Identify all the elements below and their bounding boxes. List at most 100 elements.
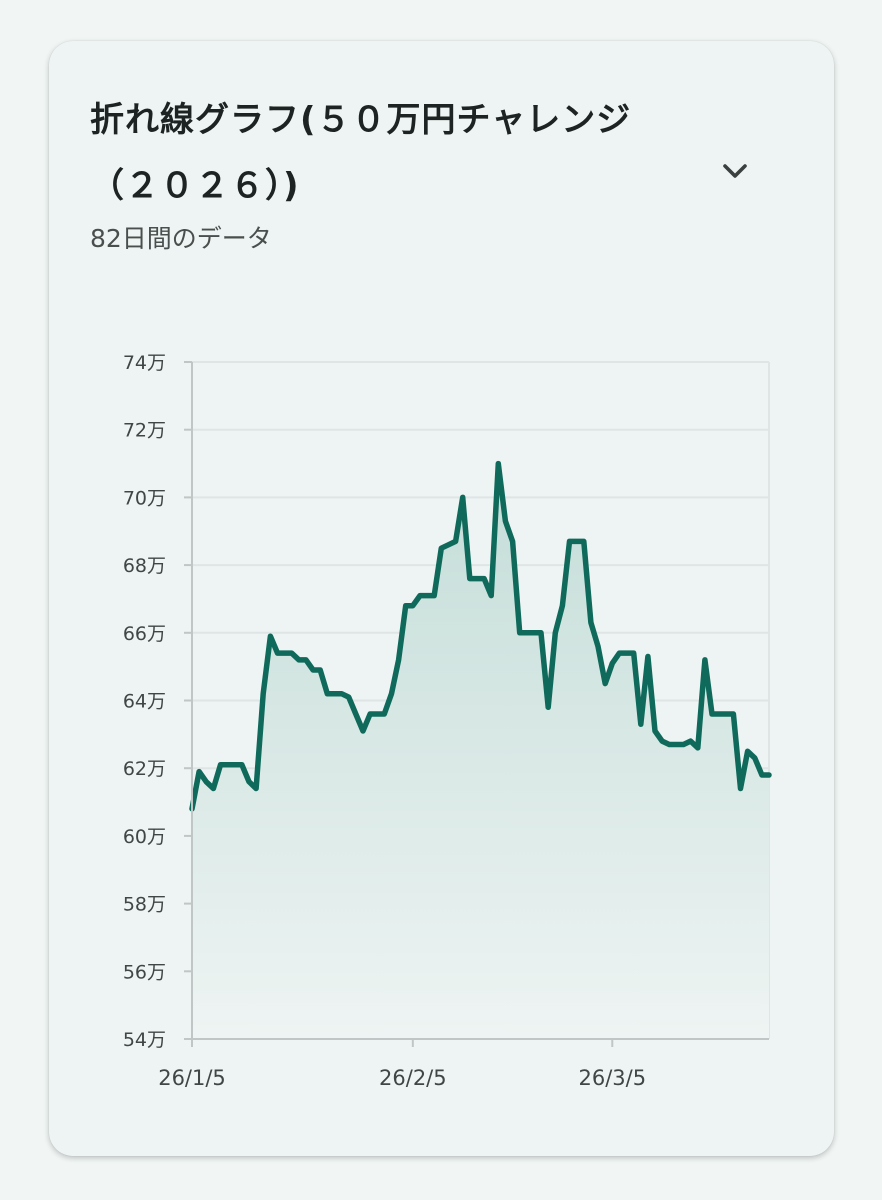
data-point xyxy=(759,773,764,778)
data-point xyxy=(467,576,472,581)
data-point xyxy=(574,539,579,544)
data-point xyxy=(638,722,643,727)
data-point xyxy=(510,539,515,544)
data-point xyxy=(275,651,280,656)
data-point xyxy=(211,786,216,791)
y-tick-label: 68万 xyxy=(123,555,166,577)
data-point xyxy=(218,762,223,767)
data-point xyxy=(410,603,415,608)
data-point xyxy=(396,657,401,662)
data-point xyxy=(645,654,650,659)
data-point xyxy=(368,712,373,717)
data-point xyxy=(382,712,387,717)
data-point xyxy=(247,779,252,784)
data-point xyxy=(617,651,622,656)
y-tick-label: 66万 xyxy=(123,623,166,645)
data-point xyxy=(738,786,743,791)
data-point xyxy=(375,712,380,717)
data-point xyxy=(346,695,351,700)
data-point xyxy=(460,495,465,500)
data-point xyxy=(710,712,715,717)
data-point xyxy=(254,786,259,791)
data-point xyxy=(261,691,266,696)
y-tick-label: 62万 xyxy=(123,758,166,780)
data-point xyxy=(318,668,323,673)
data-point xyxy=(197,769,202,774)
data-point xyxy=(610,661,615,666)
data-point xyxy=(767,773,772,778)
data-point xyxy=(403,603,408,608)
data-point xyxy=(688,739,693,744)
data-point xyxy=(289,651,294,656)
data-point xyxy=(546,705,551,710)
data-point xyxy=(453,539,458,544)
data-point xyxy=(745,749,750,754)
data-point xyxy=(724,712,729,717)
data-point xyxy=(631,651,636,656)
data-point xyxy=(667,742,672,747)
data-point xyxy=(588,620,593,625)
data-point xyxy=(524,630,529,635)
data-point xyxy=(432,593,437,598)
data-point xyxy=(389,691,394,696)
data-point xyxy=(439,546,444,551)
data-point xyxy=(232,762,237,767)
data-point xyxy=(239,762,244,767)
data-point xyxy=(418,593,423,598)
data-point xyxy=(752,756,757,761)
x-tick-label: 26/1/5 xyxy=(158,1066,226,1090)
data-point xyxy=(325,691,330,696)
data-point xyxy=(496,461,501,466)
y-tick-label: 60万 xyxy=(123,826,166,848)
data-point xyxy=(204,779,209,784)
series-area xyxy=(192,463,769,1040)
data-point xyxy=(539,630,544,635)
y-tick-label: 64万 xyxy=(123,691,166,713)
data-point xyxy=(702,657,707,662)
data-point xyxy=(282,651,287,656)
data-point xyxy=(446,542,451,547)
data-point xyxy=(353,712,358,717)
data-point xyxy=(731,712,736,717)
data-point xyxy=(674,742,679,747)
x-axis-ticks: 26/1/5 26/2/5 26/3/5 xyxy=(158,1039,646,1090)
data-point xyxy=(474,576,479,581)
data-point xyxy=(581,539,586,544)
data-point xyxy=(681,742,686,747)
data-point xyxy=(361,729,366,734)
data-point xyxy=(624,651,629,656)
data-point xyxy=(560,603,565,608)
data-point xyxy=(517,630,522,635)
chevron-down-icon[interactable] xyxy=(717,153,753,189)
chart-card: 折れ線グラフ(５０万円チャレンジ（２０２６）) 82日間のデータ 74万 72万 7… xyxy=(49,41,834,1156)
y-tick-label: 56万 xyxy=(123,961,166,983)
data-point xyxy=(531,630,536,635)
data-point xyxy=(503,519,508,524)
x-tick-label: 26/3/5 xyxy=(578,1066,646,1090)
data-point xyxy=(225,762,230,767)
data-point xyxy=(268,634,273,639)
data-point xyxy=(695,745,700,750)
x-tick-label: 26/2/5 xyxy=(379,1066,447,1090)
data-point xyxy=(717,712,722,717)
data-point xyxy=(332,691,337,696)
y-tick-label: 72万 xyxy=(123,420,166,442)
data-point xyxy=(489,593,494,598)
data-point xyxy=(567,539,572,544)
data-point xyxy=(603,681,608,686)
y-tick-label: 74万 xyxy=(123,352,166,374)
data-point xyxy=(425,593,430,598)
data-point xyxy=(339,691,344,696)
chart-subtitle: 82日間のデータ xyxy=(90,224,272,253)
data-point xyxy=(482,576,487,581)
data-point xyxy=(304,657,309,662)
data-point xyxy=(296,657,301,662)
y-axis-ticks: 74万 72万 70万 68万 66万 64万 62万 60万 58万 56万 54万 xyxy=(123,352,192,1051)
line-chart: 74万 72万 70万 68万 66万 64万 62万 60万 58万 56万 54万 26/1/5… xyxy=(123,352,772,1090)
y-tick-label: 58万 xyxy=(123,894,166,916)
chart-title: 折れ線グラフ(５０万円チャレンジ（２０２６）) xyxy=(90,100,632,206)
data-point xyxy=(653,729,658,734)
y-tick-label: 70万 xyxy=(123,487,166,509)
data-point xyxy=(660,739,665,744)
data-point xyxy=(596,644,601,649)
